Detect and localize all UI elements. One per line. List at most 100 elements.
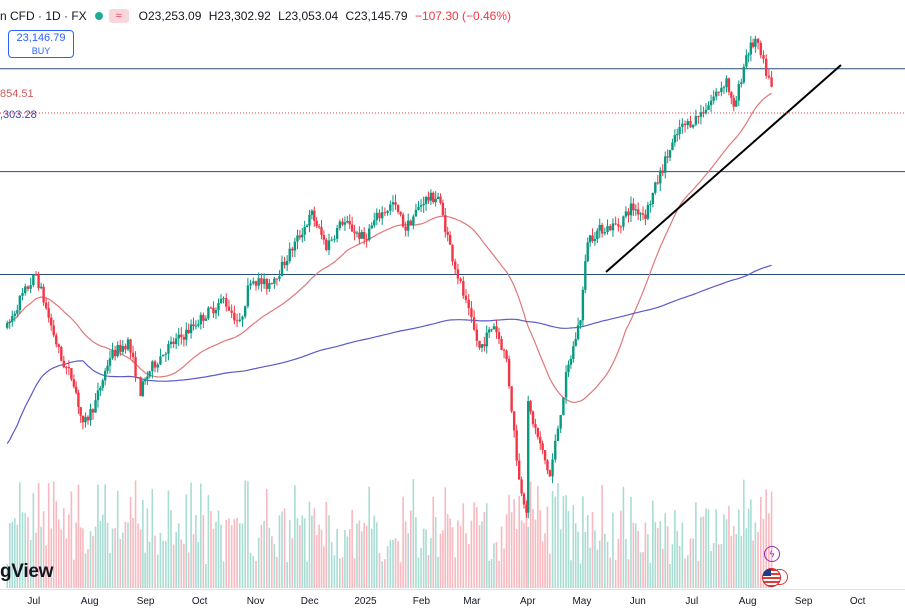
volume-bar — [70, 491, 73, 588]
candle-body — [121, 345, 125, 352]
candle-body — [212, 307, 215, 314]
candle-body — [417, 206, 420, 210]
volume-bar — [427, 555, 430, 588]
candle-body — [86, 416, 90, 421]
volume-bar — [574, 523, 577, 588]
volume-bar — [483, 512, 486, 588]
candle-body — [564, 372, 568, 398]
volume-bar — [425, 529, 427, 588]
candle-body — [260, 278, 263, 285]
x-tick-label: May — [572, 596, 592, 607]
volume-bar — [473, 502, 475, 588]
candle-body — [614, 223, 617, 225]
candle-body — [380, 212, 384, 219]
candle-body — [727, 78, 731, 93]
candle-body — [396, 204, 400, 213]
candle-body — [124, 345, 127, 350]
candle-body — [525, 504, 528, 513]
volume-bar — [50, 528, 52, 588]
volume-bar — [386, 546, 389, 588]
candle-body — [472, 317, 476, 330]
candle-body — [559, 415, 562, 429]
ohlc-open: O23,253.09 — [138, 9, 202, 23]
candle-body — [598, 224, 601, 231]
volume-bar — [598, 540, 601, 588]
candle-body — [505, 350, 508, 360]
candle-body — [131, 352, 135, 358]
volume-bar — [16, 524, 19, 588]
candle-body — [515, 430, 518, 461]
volume-bar — [697, 560, 700, 588]
volume-bar — [278, 515, 281, 588]
volume-bar — [459, 525, 462, 588]
volume-bar — [702, 516, 705, 588]
volume-bar — [185, 494, 188, 588]
candle-body — [424, 196, 428, 204]
volume-bar — [495, 541, 498, 588]
candle-body — [96, 390, 100, 401]
candle-body — [529, 401, 532, 412]
candle-body — [383, 212, 387, 214]
symbol-title[interactable]: n CFD · 1D · FX — [0, 9, 87, 23]
candle-body — [654, 182, 657, 193]
buy-button[interactable]: 23,146.79 BUY — [8, 30, 74, 58]
lightning-icon[interactable]: ϟ — [764, 546, 780, 562]
candle-body — [409, 220, 412, 226]
volume-bar — [446, 514, 449, 588]
candle-body — [510, 386, 513, 412]
volume-bar — [415, 517, 417, 588]
candle-body — [141, 381, 145, 397]
volume-bar — [148, 541, 151, 588]
candle-body — [18, 295, 22, 311]
volume-bar — [333, 555, 336, 588]
us-flag-icon[interactable] — [762, 568, 781, 587]
volume-bar — [520, 520, 523, 588]
volume-bar — [325, 502, 328, 588]
volume-bar — [151, 488, 154, 588]
volume-bar — [601, 484, 603, 588]
candle-body — [254, 281, 258, 286]
volume-bar — [236, 517, 238, 588]
volume-bar — [63, 508, 65, 588]
volume-bar — [669, 563, 671, 588]
volume-bar — [735, 534, 738, 588]
candle-body — [527, 401, 530, 513]
volume-bar — [29, 540, 32, 588]
x-tick-label: Jul — [685, 596, 699, 607]
candle-body — [720, 87, 723, 93]
volume-bar — [187, 552, 190, 588]
x-tick-label: 2025 — [354, 596, 377, 607]
candle-body — [192, 324, 195, 327]
candle-body — [606, 225, 609, 233]
volume-bar — [750, 499, 752, 588]
volume-bar — [467, 543, 470, 588]
candle-body — [298, 235, 302, 238]
volume-bar — [541, 541, 544, 588]
candle-body — [159, 356, 162, 365]
candle-body — [487, 329, 491, 333]
candle-body — [624, 211, 628, 217]
buy-label: BUY — [31, 46, 51, 56]
trendline[interactable] — [605, 64, 842, 273]
candle-body — [500, 339, 503, 350]
volume-bar — [620, 510, 622, 588]
volume-bar — [146, 508, 149, 588]
wave-icon[interactable]: ≈ — [108, 9, 129, 23]
volume-bar — [572, 505, 575, 588]
volume-bar — [365, 525, 368, 588]
candle-body — [432, 192, 435, 203]
candle-body — [70, 368, 73, 380]
volume-bar — [684, 558, 686, 588]
candle-body — [91, 409, 95, 413]
time-axis[interactable] — [0, 589, 905, 614]
volume-bar — [557, 483, 559, 588]
candle-body — [280, 261, 284, 277]
candle-body — [702, 112, 705, 114]
candle-body — [634, 209, 637, 211]
volume-bar — [689, 538, 692, 588]
volume-bar — [384, 559, 386, 588]
volume-bar — [432, 496, 435, 588]
volume-bar — [68, 514, 70, 588]
volume-bar — [632, 522, 635, 588]
